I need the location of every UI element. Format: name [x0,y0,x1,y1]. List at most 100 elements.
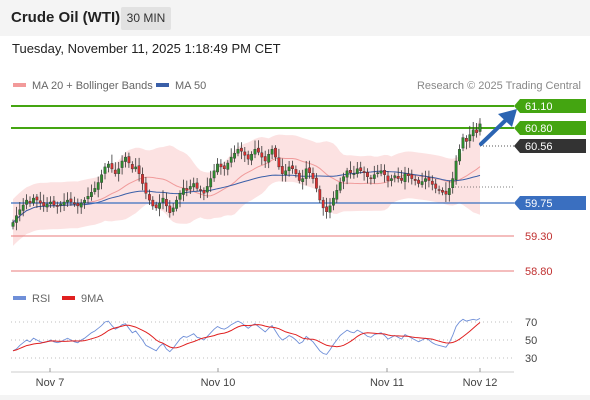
candle-bull [212,170,216,179]
candle-bull [287,166,291,171]
candle-bull [233,152,236,159]
timeframe-badge[interactable]: 30 MIN [121,7,171,30]
candle-bull [226,162,230,170]
candle-bull [49,201,52,205]
candle-bull [393,175,397,178]
candle-bull [161,197,165,203]
rsi-panel: 70 50 30 [11,317,537,365]
candle-bull [376,172,380,174]
candle-bull [124,156,127,162]
candle-bear [137,165,141,174]
candle-bear [257,147,260,153]
bollinger-bands [13,118,480,246]
candle-bear [195,182,199,189]
price-tag-resistance: 60.80 [525,123,553,135]
candle-bull [372,174,376,179]
candle-bull [120,160,124,168]
rsi-axis-label: 50 [525,335,537,347]
price-tag-support: 59.30 [525,231,553,243]
candle-bear [141,174,144,184]
candle-bear [325,206,328,212]
candle-bull [45,203,49,208]
candle-bear [38,200,42,204]
candle-bear [239,147,243,152]
legend-rsi: RSI [13,293,50,305]
price-tag-bg [514,139,586,153]
candle-bull [11,222,15,227]
candle-bear [444,190,448,195]
chart-header: Crude Oil (WTI) 30 MIN [0,0,590,36]
candle-bear [311,173,315,179]
candle-bull [100,174,104,183]
candle-bull [284,170,288,176]
candle-bull [158,202,161,209]
legend-rsi-ma: 9MA [62,293,104,305]
candle-bull [461,137,465,149]
candle-bear [260,152,264,158]
forecast-arrow-icon [479,109,517,146]
candle-bear [243,151,247,156]
candle-bull [59,203,63,206]
candle-bull [181,188,185,195]
candle-bear [315,177,318,189]
candle-bear [222,165,226,169]
price-tags: 61.10 60.80 60.56 59.75 59.30 58.80 [514,99,586,278]
candle-bull [21,204,25,211]
candle-bull [79,202,83,208]
candle-bull [14,215,18,223]
legend-bollinger-label: MA 20 + Bollinger Bands [32,80,153,92]
candle-bull [345,170,349,178]
candle-bull [390,178,393,181]
candle-bull [424,178,427,182]
instrument-title: Crude Oil (WTI) [11,9,121,26]
candle-bear [274,147,277,158]
candle-bull [301,178,305,182]
candle-bear [113,169,117,174]
candle-bear [144,182,148,194]
bollinger-band-fill [13,118,480,246]
candle-bear [185,188,189,191]
legend-ma50: MA 50 [156,80,206,92]
candle-bear [386,175,390,181]
ma20-line [12,157,481,223]
bottom-frame [0,395,590,400]
candle-bear [366,171,369,177]
candle-bear [76,203,80,207]
candle-bull [188,186,192,190]
x-axis-label: Nov 7 [36,377,65,389]
bollinger-swatch [13,83,26,88]
ma50-swatch [156,83,169,88]
candle-bear [430,180,434,185]
candle-bear [434,183,438,189]
price-tag-bg [514,99,586,113]
candlesticks [11,118,482,231]
candle-bull [332,197,335,206]
candle-bull [478,123,482,132]
candle-bear [410,174,414,179]
candle-bear [441,190,444,193]
candle-bull [103,166,107,174]
candle-bear [407,173,410,176]
candle-bear [400,177,403,181]
candle-bear [417,179,420,184]
candle-bear [28,200,32,204]
candle-bull [66,199,69,203]
price-tag-pivot: 59.75 [525,198,553,210]
candle-bull [379,170,383,174]
candle-bull [134,166,138,170]
candle-bear [263,156,267,162]
price-tag-resistance: 61.10 [525,101,553,113]
candle-bull [93,188,97,192]
candle-bull [89,192,93,198]
candle-bear [72,202,76,205]
candle-bear [427,177,431,181]
candle-bear [130,163,134,170]
candle-bear [202,190,206,194]
candle-bull [335,190,339,200]
candle-bear [151,199,155,207]
candle-bear [359,167,363,171]
moving-averages [12,157,481,223]
candle-bull [171,207,175,212]
price-tag-bg [514,121,586,135]
